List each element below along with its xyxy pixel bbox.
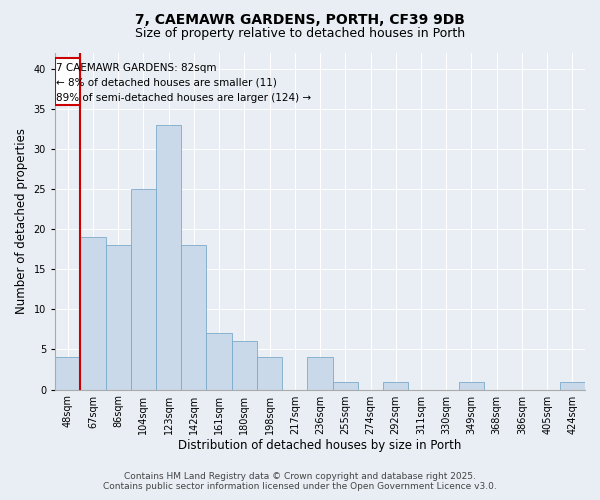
Bar [106,245,131,390]
Bar [206,334,232,390]
Bar [307,358,332,390]
X-axis label: Distribution of detached houses by size in Porth: Distribution of detached houses by size … [178,440,462,452]
Bar [332,382,358,390]
Bar [156,124,181,390]
Bar [131,189,156,390]
Bar [232,342,257,390]
Y-axis label: Number of detached properties: Number of detached properties [15,128,28,314]
Text: 7, CAEMAWR GARDENS, PORTH, CF39 9DB: 7, CAEMAWR GARDENS, PORTH, CF39 9DB [135,12,465,26]
Bar [55,58,80,104]
Bar [383,382,409,390]
Bar [181,245,206,390]
Text: 7 CAEMAWR GARDENS: 82sqm: 7 CAEMAWR GARDENS: 82sqm [56,63,217,73]
Bar [80,237,106,390]
Text: Size of property relative to detached houses in Porth: Size of property relative to detached ho… [135,28,465,40]
Bar [560,382,585,390]
Bar [55,358,80,390]
Text: ← 8% of detached houses are smaller (11): ← 8% of detached houses are smaller (11) [56,78,277,88]
Bar [257,358,282,390]
Text: Contains HM Land Registry data © Crown copyright and database right 2025.
Contai: Contains HM Land Registry data © Crown c… [103,472,497,491]
Text: 89% of semi-detached houses are larger (124) →: 89% of semi-detached houses are larger (… [56,92,311,102]
Bar [459,382,484,390]
